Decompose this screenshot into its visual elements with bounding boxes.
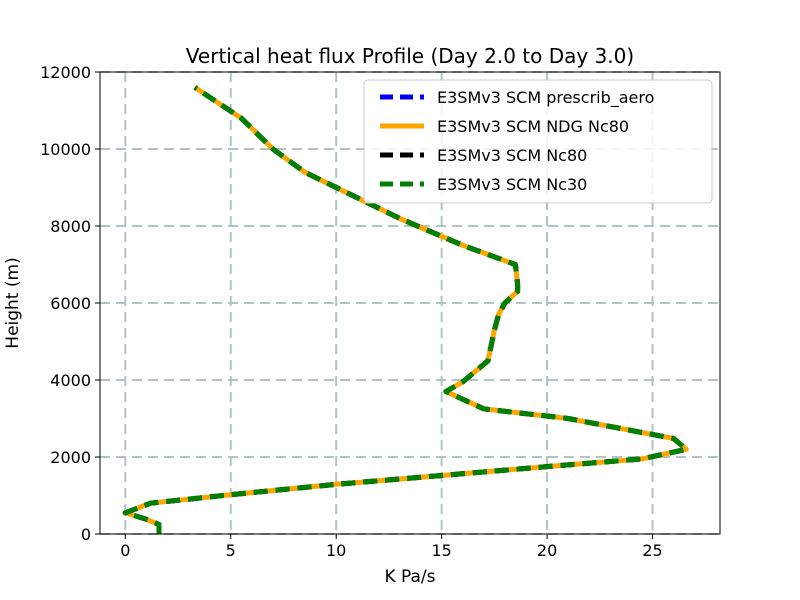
- y-tick-label: 12000: [40, 63, 91, 82]
- legend: E3SMv3 SCM prescrib_aero E3SMv3 SCM NDG N…: [363, 79, 713, 204]
- chart-title: Vertical heat flux Profile (Day 2.0 to D…: [186, 44, 634, 68]
- y-axis-label: Height (m): [3, 257, 23, 348]
- y-tick-label: 4000: [50, 371, 91, 390]
- x-tick-label: 25: [642, 541, 662, 560]
- axis-ticks: 0 5 10 15 20 25 0 2000 4000 6000 8000 10000 12000: [40, 63, 663, 560]
- legend-label-0: E3SMv3 SCM prescrib_aero: [437, 88, 654, 108]
- y-tick-label: 6000: [50, 294, 91, 313]
- legend-box: [363, 79, 713, 204]
- y-tick-label: 10000: [40, 140, 91, 159]
- y-tick-label: 0: [81, 525, 91, 544]
- x-tick-label: 0: [120, 541, 130, 560]
- x-axis-label: K Pa/s: [384, 567, 435, 587]
- legend-label-2: E3SMv3 SCM Nc80: [437, 146, 587, 165]
- series-line-3: [122, 85, 689, 534]
- series-lines: [122, 85, 689, 534]
- x-tick-label: 15: [431, 541, 451, 560]
- x-tick-label: 10: [326, 541, 346, 560]
- y-tick-label: 8000: [50, 217, 91, 236]
- y-tick-label: 2000: [50, 448, 91, 467]
- x-tick-label: 5: [226, 541, 236, 560]
- legend-label-3: E3SMv3 SCM Nc30: [437, 175, 587, 194]
- x-tick-label: 20: [537, 541, 557, 560]
- legend-label-1: E3SMv3 SCM NDG Nc80: [437, 117, 629, 136]
